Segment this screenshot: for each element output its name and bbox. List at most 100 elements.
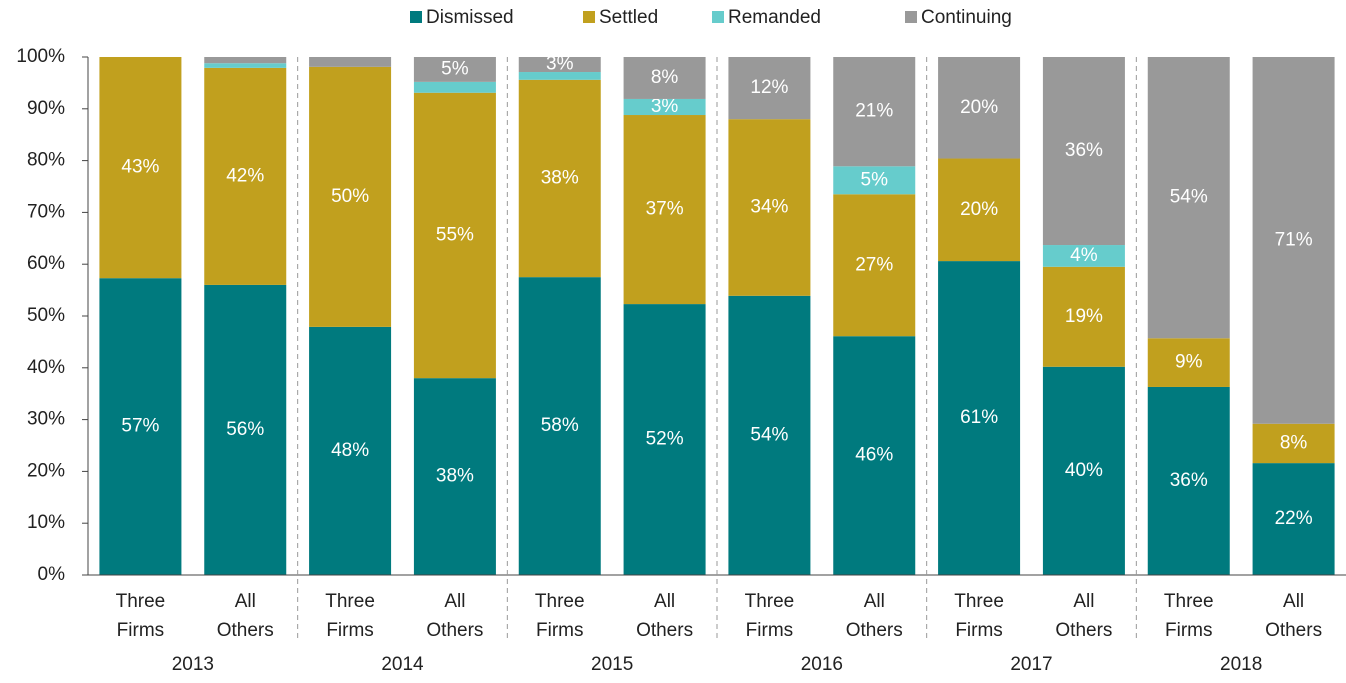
x-tick-label-line: Others: [1055, 620, 1112, 641]
data-label: 71%: [1275, 229, 1313, 250]
bar-segment: [413, 57, 496, 82]
x-tick-label-line: Others: [846, 620, 903, 641]
group-label: 2016: [801, 654, 843, 675]
x-tick-label: All Others: [846, 591, 903, 641]
x-tick-label-line: All: [654, 591, 675, 612]
bar-segment: [413, 378, 496, 575]
x-tick-label-line: Others: [1265, 620, 1322, 641]
data-label: 56%: [226, 419, 264, 440]
y-tick-label: 30%: [27, 409, 65, 430]
bar-segment: [1252, 57, 1335, 424]
data-label: 57%: [121, 416, 159, 437]
group-label: 2013: [172, 654, 214, 675]
x-tick-label-line: Firms: [536, 620, 583, 641]
x-tick-label-line: All: [1283, 591, 1304, 612]
bar-segment: [204, 63, 287, 68]
bar-segment: [1147, 338, 1230, 387]
data-label: 43%: [121, 157, 159, 178]
group-label: 2014: [381, 654, 424, 675]
y-tick-label: 70%: [27, 201, 65, 222]
x-tick-label: All Others: [1055, 591, 1112, 641]
y-tick-label: 80%: [27, 150, 65, 171]
data-label: 42%: [226, 165, 264, 186]
bar-segment: [1252, 423, 1335, 464]
x-tick-label: All Others: [426, 591, 483, 641]
group-label: 2017: [1010, 654, 1052, 675]
data-label: 40%: [1065, 460, 1103, 481]
data-label: 36%: [1065, 140, 1103, 161]
x-tick-label-line: Firms: [1165, 620, 1212, 641]
legend-label: Settled: [599, 7, 658, 28]
data-label: 8%: [651, 67, 679, 88]
data-label: 9%: [1175, 352, 1203, 373]
data-label: 52%: [646, 429, 684, 450]
bar-segment: [623, 115, 706, 305]
data-label: 58%: [541, 415, 579, 436]
bar-segment: [309, 326, 392, 575]
data-label: 38%: [436, 466, 474, 487]
bar-segment: [99, 57, 182, 279]
data-label: 5%: [861, 169, 889, 190]
bar-segment: [833, 194, 916, 337]
bar-segment: [309, 57, 392, 67]
data-label: 34%: [750, 196, 788, 217]
data-label: 54%: [1170, 187, 1208, 208]
data-label: 48%: [331, 440, 369, 461]
bar-segment: [413, 81, 496, 93]
bar-segment: [1252, 463, 1335, 575]
data-label: 3%: [546, 54, 574, 75]
x-tick-label: All Others: [1265, 591, 1322, 641]
y-tick-label: 0%: [38, 564, 66, 585]
x-tick-label: Three Firms: [954, 591, 1004, 641]
bar-segment: [833, 336, 916, 575]
y-tick-label: 20%: [27, 460, 65, 481]
x-tick-label-line: All: [235, 591, 256, 612]
bar-segment: [309, 66, 392, 327]
bar-segment: [1042, 266, 1125, 367]
bar-segment: [1042, 57, 1125, 246]
data-label: 61%: [960, 407, 998, 428]
x-tick-label: Three Firms: [116, 591, 166, 641]
data-label: 22%: [1275, 508, 1313, 529]
x-tick-label-line: Three: [325, 591, 375, 612]
bar-segment: [623, 98, 706, 116]
x-tick-label-line: All: [444, 591, 465, 612]
data-label: 55%: [436, 224, 474, 245]
bar-segment: [204, 67, 287, 285]
data-label: 19%: [1065, 306, 1103, 327]
bar-segment: [833, 166, 916, 195]
legend-swatch: [583, 11, 595, 23]
legend-swatch: [905, 11, 917, 23]
bar-segment: [728, 119, 811, 296]
x-tick-label: Three Firms: [535, 591, 585, 641]
data-label: 54%: [750, 424, 788, 445]
x-tick-label-line: Three: [116, 591, 166, 612]
data-label: 3%: [651, 96, 679, 117]
x-tick-label-line: Three: [1164, 591, 1214, 612]
data-label: 37%: [646, 199, 684, 220]
bar-segment: [728, 295, 811, 575]
x-tick-label-line: Firms: [117, 620, 164, 641]
bar-segment: [833, 57, 916, 167]
data-label: 8%: [1280, 432, 1308, 453]
group-label: 2015: [591, 654, 633, 675]
x-tick-label-line: Three: [535, 591, 585, 612]
bar-segment: [1147, 57, 1230, 339]
bar-segment: [518, 79, 601, 278]
legend-label: Continuing: [921, 7, 1012, 28]
data-label: 20%: [960, 97, 998, 118]
y-tick-label: 40%: [27, 357, 65, 378]
x-tick-label-line: Firms: [326, 620, 373, 641]
data-label: 50%: [331, 186, 369, 207]
y-tick-label: 90%: [27, 98, 65, 119]
x-tick-label-line: Others: [217, 620, 274, 641]
bar-segment: [518, 57, 601, 73]
bar-segment: [204, 284, 287, 575]
legend-label: Dismissed: [426, 7, 514, 28]
bar-segment: [1042, 245, 1125, 267]
bar-segment: [938, 57, 1021, 159]
bar-segment: [1042, 366, 1125, 575]
x-tick-label-line: Firms: [955, 620, 1002, 641]
data-label: 5%: [441, 58, 469, 79]
bar-segment: [623, 304, 706, 575]
